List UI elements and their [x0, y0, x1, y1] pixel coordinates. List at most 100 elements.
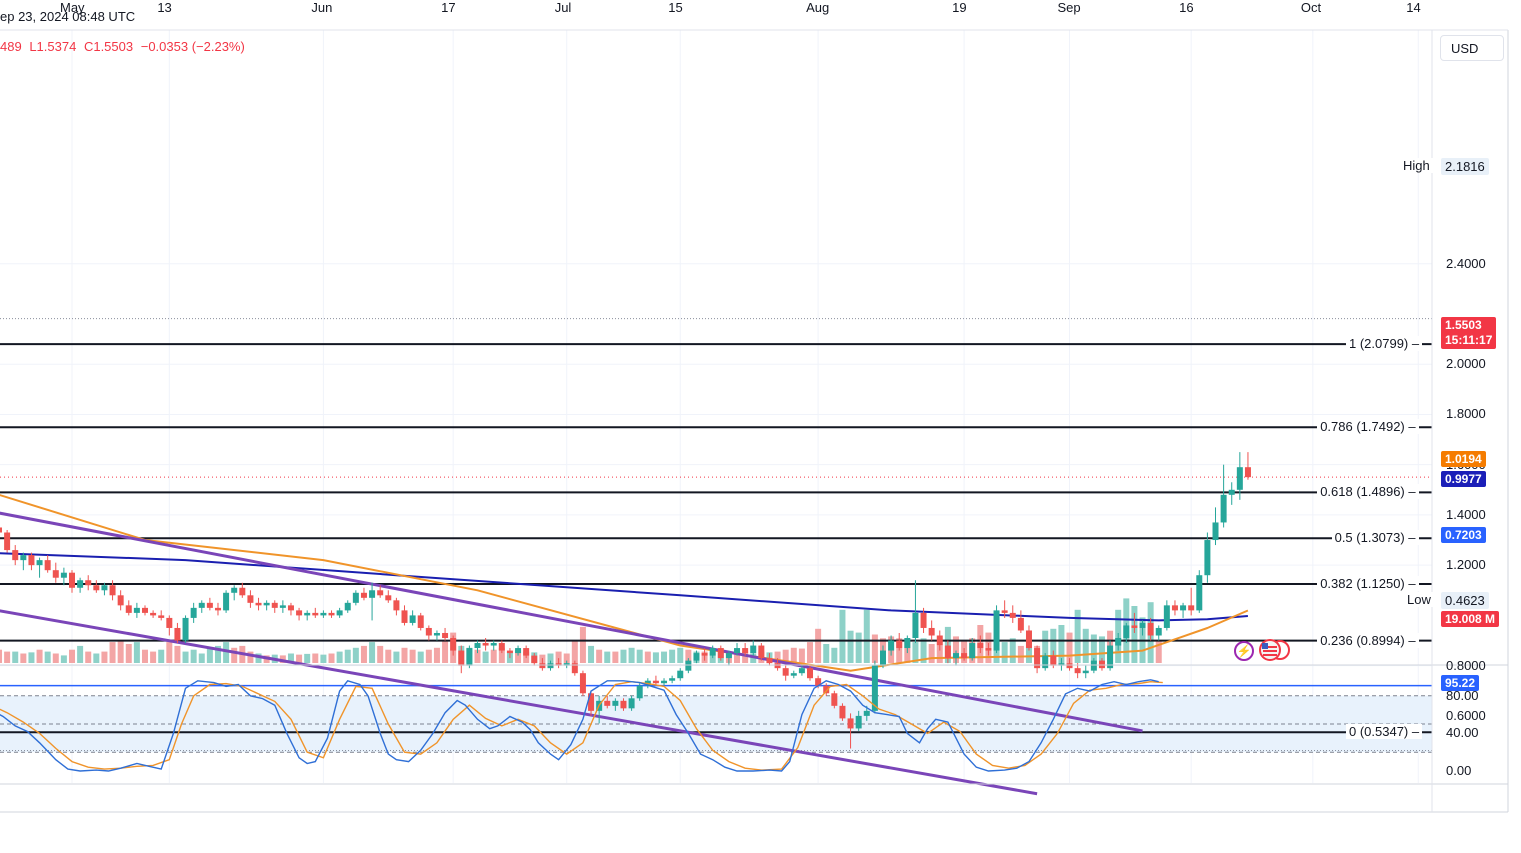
y-tick-label: 0.8000 [1446, 657, 1486, 673]
fib-label: 1 (2.0799) – [1346, 336, 1423, 352]
candle-body [166, 617, 173, 628]
volume-bar [336, 651, 343, 663]
volume-bar [734, 652, 741, 663]
volume-bar [20, 653, 27, 663]
volume-bar [320, 654, 327, 663]
close-value: C1.5503 [83, 39, 134, 54]
candle-body [1196, 575, 1203, 611]
candle-body [328, 612, 335, 616]
candle-body [880, 650, 886, 666]
volume-bar [4, 651, 11, 663]
volume-bar [312, 653, 319, 663]
candle-body [871, 665, 878, 711]
volume-bar [1155, 640, 1162, 663]
volume-bar [482, 651, 489, 663]
stochastic-band [0, 695, 1432, 753]
candle-body [206, 602, 213, 608]
volume-bar [36, 649, 43, 663]
candle-body [369, 590, 376, 598]
volume-bar [636, 649, 643, 663]
volume-bar [69, 649, 75, 663]
candle-body [685, 660, 692, 671]
candle-body [863, 710, 870, 716]
stoch-tick-label: 40.00 [1446, 725, 1479, 741]
candle-body [952, 653, 959, 659]
candle-body [896, 640, 903, 649]
candle-body [490, 643, 497, 646]
volume-bar [223, 642, 230, 663]
candle-body [133, 607, 140, 613]
candle-body [117, 595, 124, 606]
stoch-tick-label: 80.00 [1446, 687, 1479, 703]
candle-body [417, 615, 424, 628]
candle-body [636, 685, 643, 699]
volume-bar [863, 609, 870, 663]
candle-body [1180, 605, 1187, 611]
volume-bar [831, 647, 838, 663]
volume-bar [198, 653, 205, 663]
volume-bar [669, 649, 676, 663]
stoch-tick-label: 0.00 [1446, 763, 1472, 778]
candle-body [109, 585, 116, 596]
candle-body [766, 658, 773, 664]
candle-body [409, 615, 416, 623]
candle-body [385, 595, 392, 601]
fib-label: 0.5 (1.3073) – [1331, 530, 1419, 546]
volume-bar [1131, 606, 1138, 663]
volume-bar [1082, 628, 1089, 663]
volume-bar [28, 652, 35, 663]
candle-body [198, 602, 205, 608]
ohlc-readout: 489 L1.5374 C1.5503 −0.0353 (−2.23%) [0, 39, 249, 54]
candle-body [466, 648, 473, 666]
candle-body [125, 605, 132, 613]
flag-icon-graphic [1259, 639, 1290, 661]
candle-body [669, 678, 676, 681]
volume-bar [815, 628, 822, 663]
candle-body [1115, 638, 1122, 646]
candle-body [985, 648, 992, 651]
candle-body [1212, 522, 1219, 541]
lightning-icon[interactable]: ⚡ [1234, 641, 1254, 661]
candle-body [255, 602, 262, 606]
candle-body [60, 572, 67, 578]
volume-bar [936, 645, 943, 663]
stochastic-lines [0, 679, 1163, 772]
candle-body [847, 718, 854, 729]
candle-body [904, 638, 911, 649]
volume-bar [774, 651, 781, 663]
volume-bar [360, 645, 367, 663]
volume-bar [782, 649, 789, 663]
candle-body [239, 587, 246, 596]
candle-body [734, 648, 741, 654]
volume-bar [60, 655, 67, 663]
candle-body [620, 700, 627, 709]
candle-body [547, 663, 554, 669]
candle-body [1025, 630, 1032, 649]
volume-bar [490, 649, 497, 663]
candle-body [352, 592, 359, 603]
volume-bar [409, 649, 416, 663]
candle-body [360, 592, 367, 598]
candle-body [1236, 467, 1243, 490]
currency-button[interactable]: USD [1440, 35, 1504, 61]
candle-body [936, 635, 943, 646]
volume-bar [1042, 630, 1049, 663]
x-tick-label: 19 [952, 0, 967, 15]
candle-body [961, 653, 968, 659]
x-tick-label: 14 [1406, 0, 1421, 15]
volume-bar [442, 640, 449, 663]
candle-body [158, 615, 165, 618]
volume-bar [150, 651, 157, 663]
flag-icon[interactable] [1258, 639, 1290, 661]
volume-bar [1058, 625, 1065, 663]
volume-bar [247, 651, 254, 663]
candle-body [377, 590, 384, 596]
candle-body [993, 610, 1000, 651]
volume-bar [628, 647, 635, 663]
volume-bar [588, 645, 595, 663]
candle-body [1244, 467, 1251, 478]
candle-body [515, 648, 522, 654]
volume-bar [255, 653, 262, 663]
volume-bar [231, 647, 238, 663]
